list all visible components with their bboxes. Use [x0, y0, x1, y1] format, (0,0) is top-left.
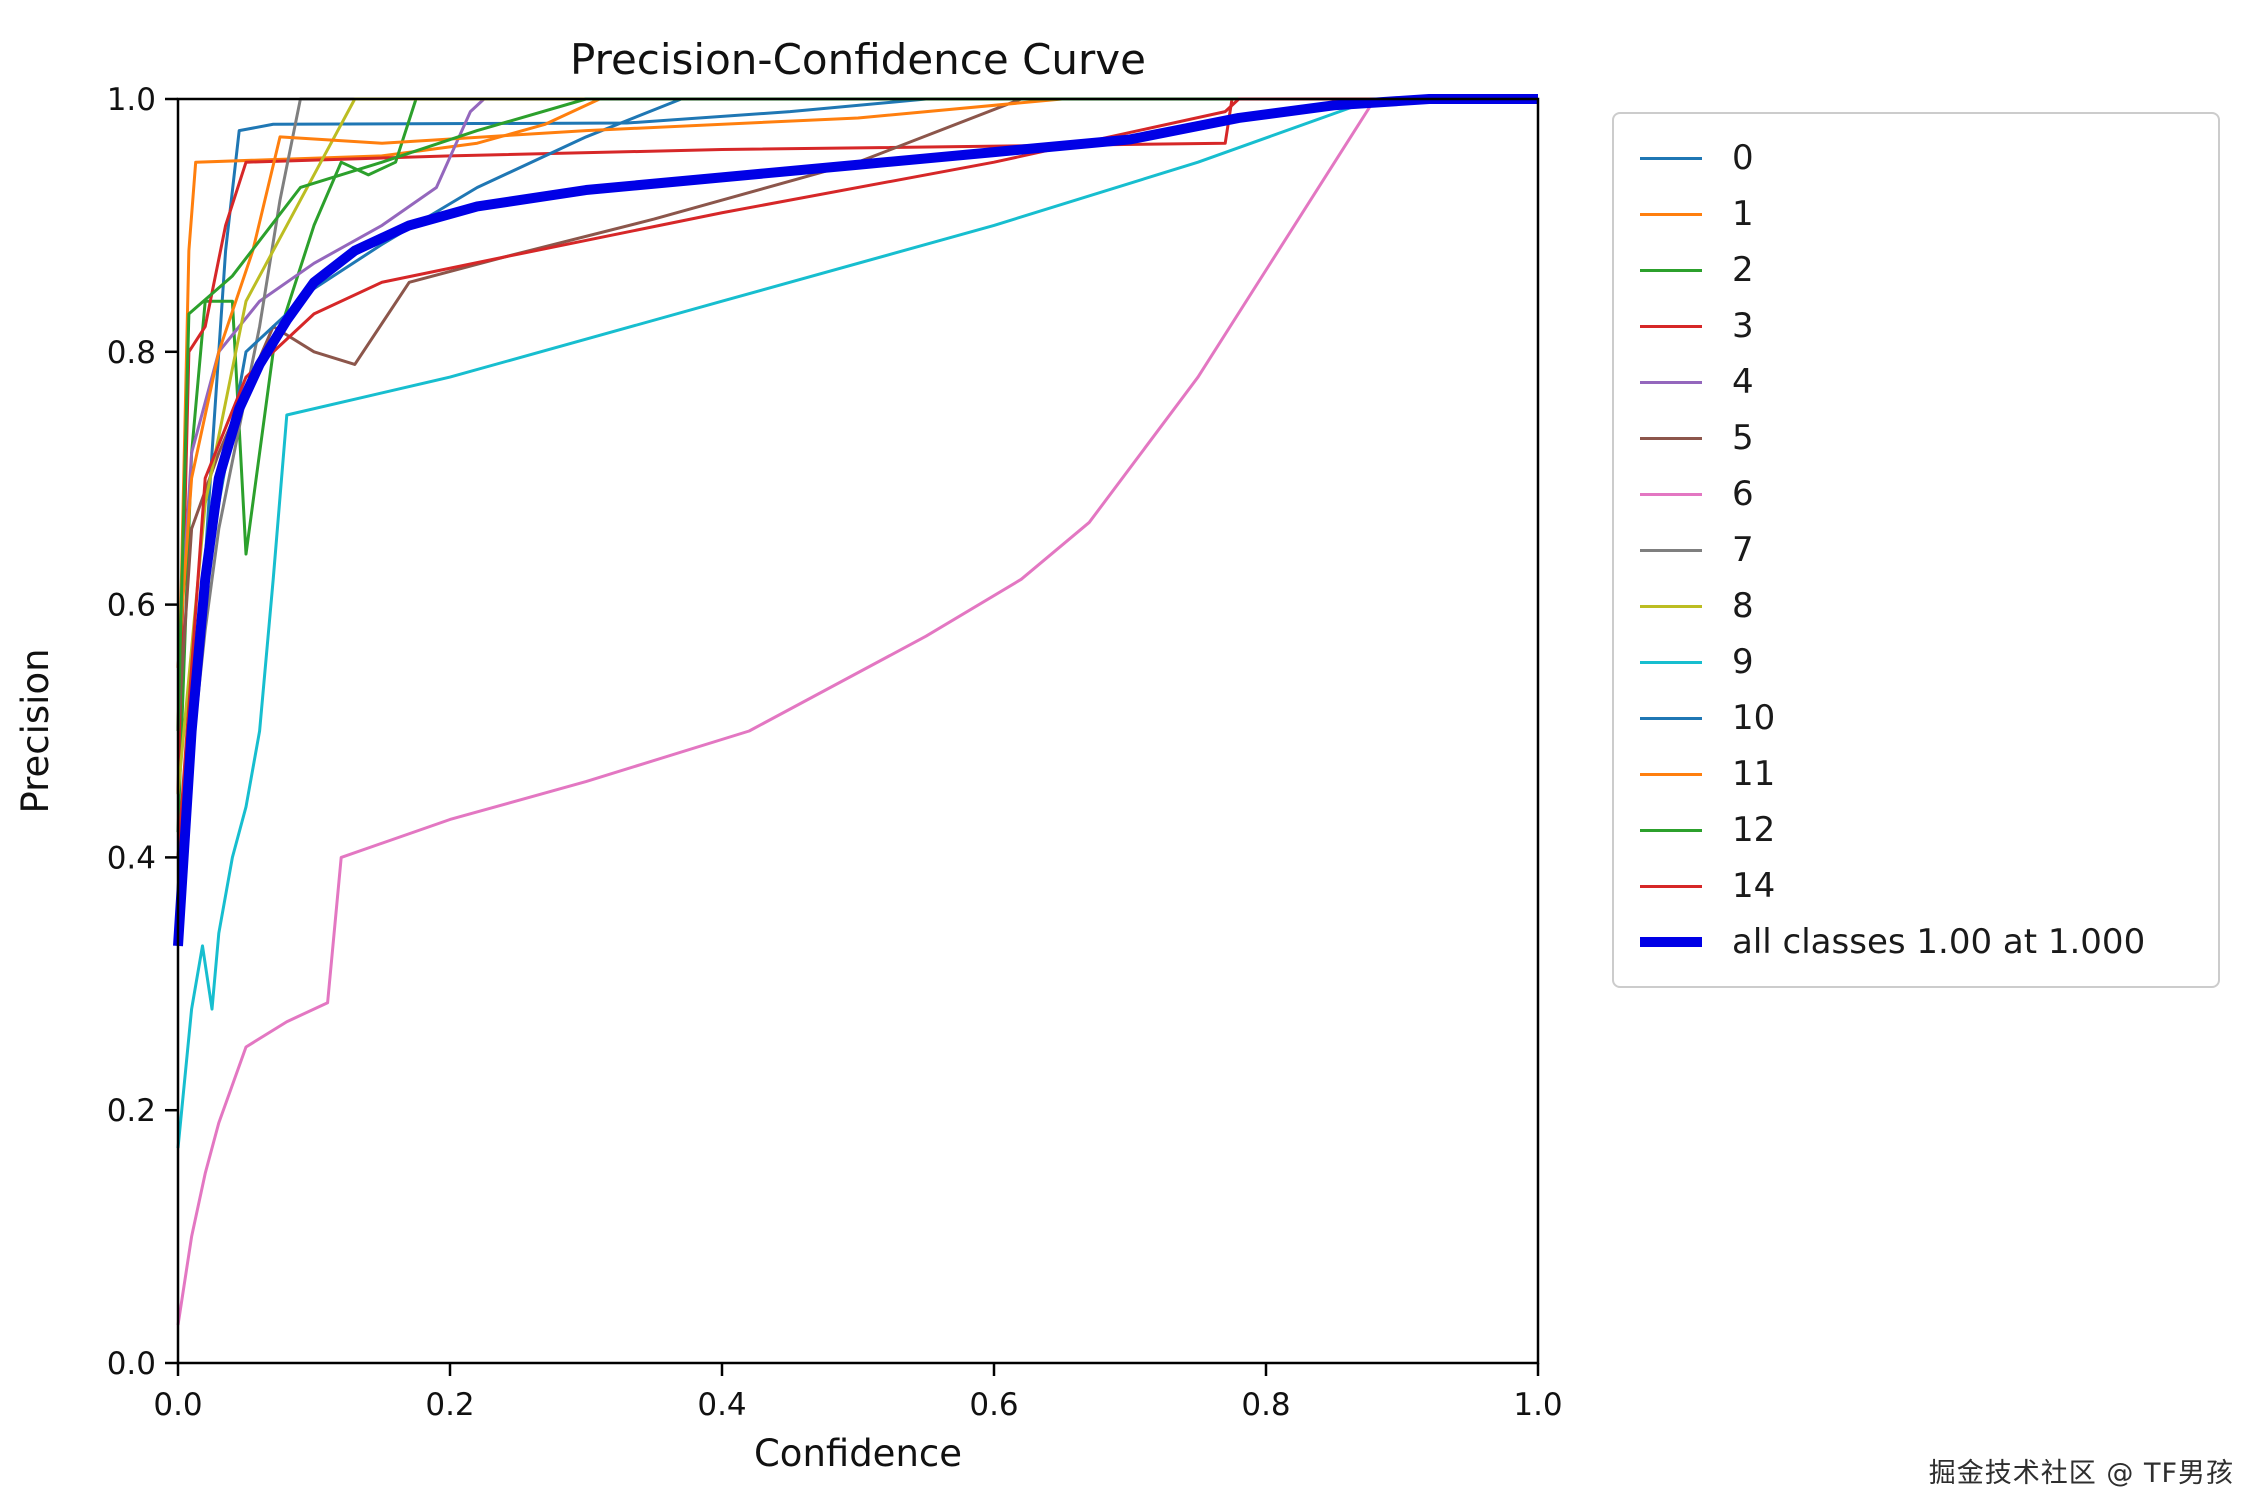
legend-item: 4	[1640, 354, 2192, 410]
series-line-8	[176, 97, 1538, 795]
legend-item: 10	[1640, 690, 2192, 746]
series-lines	[173, 94, 1538, 1326]
legend: 0 1 2 3 4 5 6 7 8 9 10 11 12 14 all classes 1.00 at 1.…	[1612, 112, 2220, 988]
series-line-1	[176, 97, 1538, 732]
axis-ticks: 0.0 0.2 0.4 0.6 0.8 1.0 0.0 0.2 0.4 0.6 0.8 1.0	[107, 82, 1563, 1423]
legend-line-sample	[1640, 212, 1702, 216]
legend-line-sample	[1640, 492, 1702, 496]
legend-label: all classes 1.00 at 1.000	[1732, 922, 2146, 962]
series-line-10	[176, 97, 1538, 858]
legend-label: 9	[1732, 642, 1754, 682]
x-tick-label: 0.2	[425, 1387, 474, 1423]
legend-item: 8	[1640, 578, 2192, 634]
legend-line-sample	[1640, 604, 1702, 608]
legend-item: 12	[1640, 802, 2192, 858]
legend-label: 1	[1732, 194, 1754, 234]
legend-line-sample	[1640, 324, 1702, 328]
plot-border	[176, 97, 1540, 1365]
series-line-4	[176, 97, 1538, 668]
series-line-3	[176, 97, 1538, 795]
legend-line-sample	[1640, 380, 1702, 384]
legend-label: 10	[1732, 698, 1776, 738]
legend-item: 3	[1640, 298, 2192, 354]
legend-item: 2	[1640, 242, 2192, 298]
legend-label: 0	[1732, 138, 1754, 178]
y-tick-label: 1.0	[107, 82, 156, 118]
legend-line-sample	[1640, 660, 1702, 664]
legend-line-sample	[1640, 436, 1702, 440]
y-tick-label: 0.0	[107, 1346, 156, 1382]
legend-label: 6	[1732, 474, 1754, 514]
legend-label: 3	[1732, 306, 1754, 346]
y-tick-label: 0.6	[107, 588, 156, 624]
series-line-12	[176, 97, 1538, 732]
legend-item: 6	[1640, 466, 2192, 522]
x-tick-label: 0.8	[1241, 1387, 1290, 1423]
legend-line-sample	[1640, 772, 1702, 776]
legend-label: 12	[1732, 810, 1776, 850]
series-line-6	[176, 97, 1538, 1326]
legend-label: 14	[1732, 866, 1776, 906]
legend-item: 5	[1640, 410, 2192, 466]
series-line-5	[176, 97, 1538, 732]
legend-label: 4	[1732, 362, 1754, 402]
x-tick-label: 0.6	[969, 1387, 1018, 1423]
legend-item: 14	[1640, 858, 2192, 914]
legend-item: 1	[1640, 186, 2192, 242]
legend-label: 7	[1732, 530, 1754, 570]
x-axis-label: Confidence	[754, 1432, 962, 1475]
x-tick-label: 0.4	[697, 1387, 746, 1423]
legend-line-sample	[1640, 828, 1702, 832]
legend-item: 11	[1640, 746, 2192, 802]
legend-item: 0	[1640, 130, 2192, 186]
legend-label: 5	[1732, 418, 1754, 458]
x-tick-label: 1.0	[1513, 1387, 1562, 1423]
legend-item: 9	[1640, 634, 2192, 690]
series-line-14	[176, 97, 1538, 858]
legend-line-sample	[1640, 937, 1702, 947]
series-line-9	[176, 97, 1538, 1149]
x-tick-label: 0.0	[153, 1387, 202, 1423]
legend-label: 2	[1732, 250, 1754, 290]
series-line-2	[176, 97, 1538, 833]
y-axis-label: Precision	[14, 648, 57, 813]
series-line-11	[176, 97, 1538, 668]
y-tick-label: 0.8	[107, 335, 156, 371]
legend-line-sample	[1640, 156, 1702, 160]
series-line-all-classes-1.00-at-1.000	[173, 94, 1538, 947]
legend-line-sample	[1640, 548, 1702, 552]
legend-label: 11	[1732, 754, 1776, 794]
legend-line-sample	[1640, 884, 1702, 888]
legend-line-sample	[1640, 268, 1702, 272]
y-tick-label: 0.4	[107, 840, 156, 876]
legend-item: all classes 1.00 at 1.000	[1640, 914, 2192, 970]
legend-line-sample	[1640, 716, 1702, 720]
chart-title: Precision-Confidence Curve	[570, 35, 1146, 84]
legend-label: 8	[1732, 586, 1754, 626]
watermark-text: 掘金技术社区 @ TF男孩	[1928, 1458, 2234, 1489]
series-line-0	[176, 97, 1538, 921]
legend-item: 7	[1640, 522, 2192, 578]
y-tick-label: 0.2	[107, 1093, 156, 1129]
